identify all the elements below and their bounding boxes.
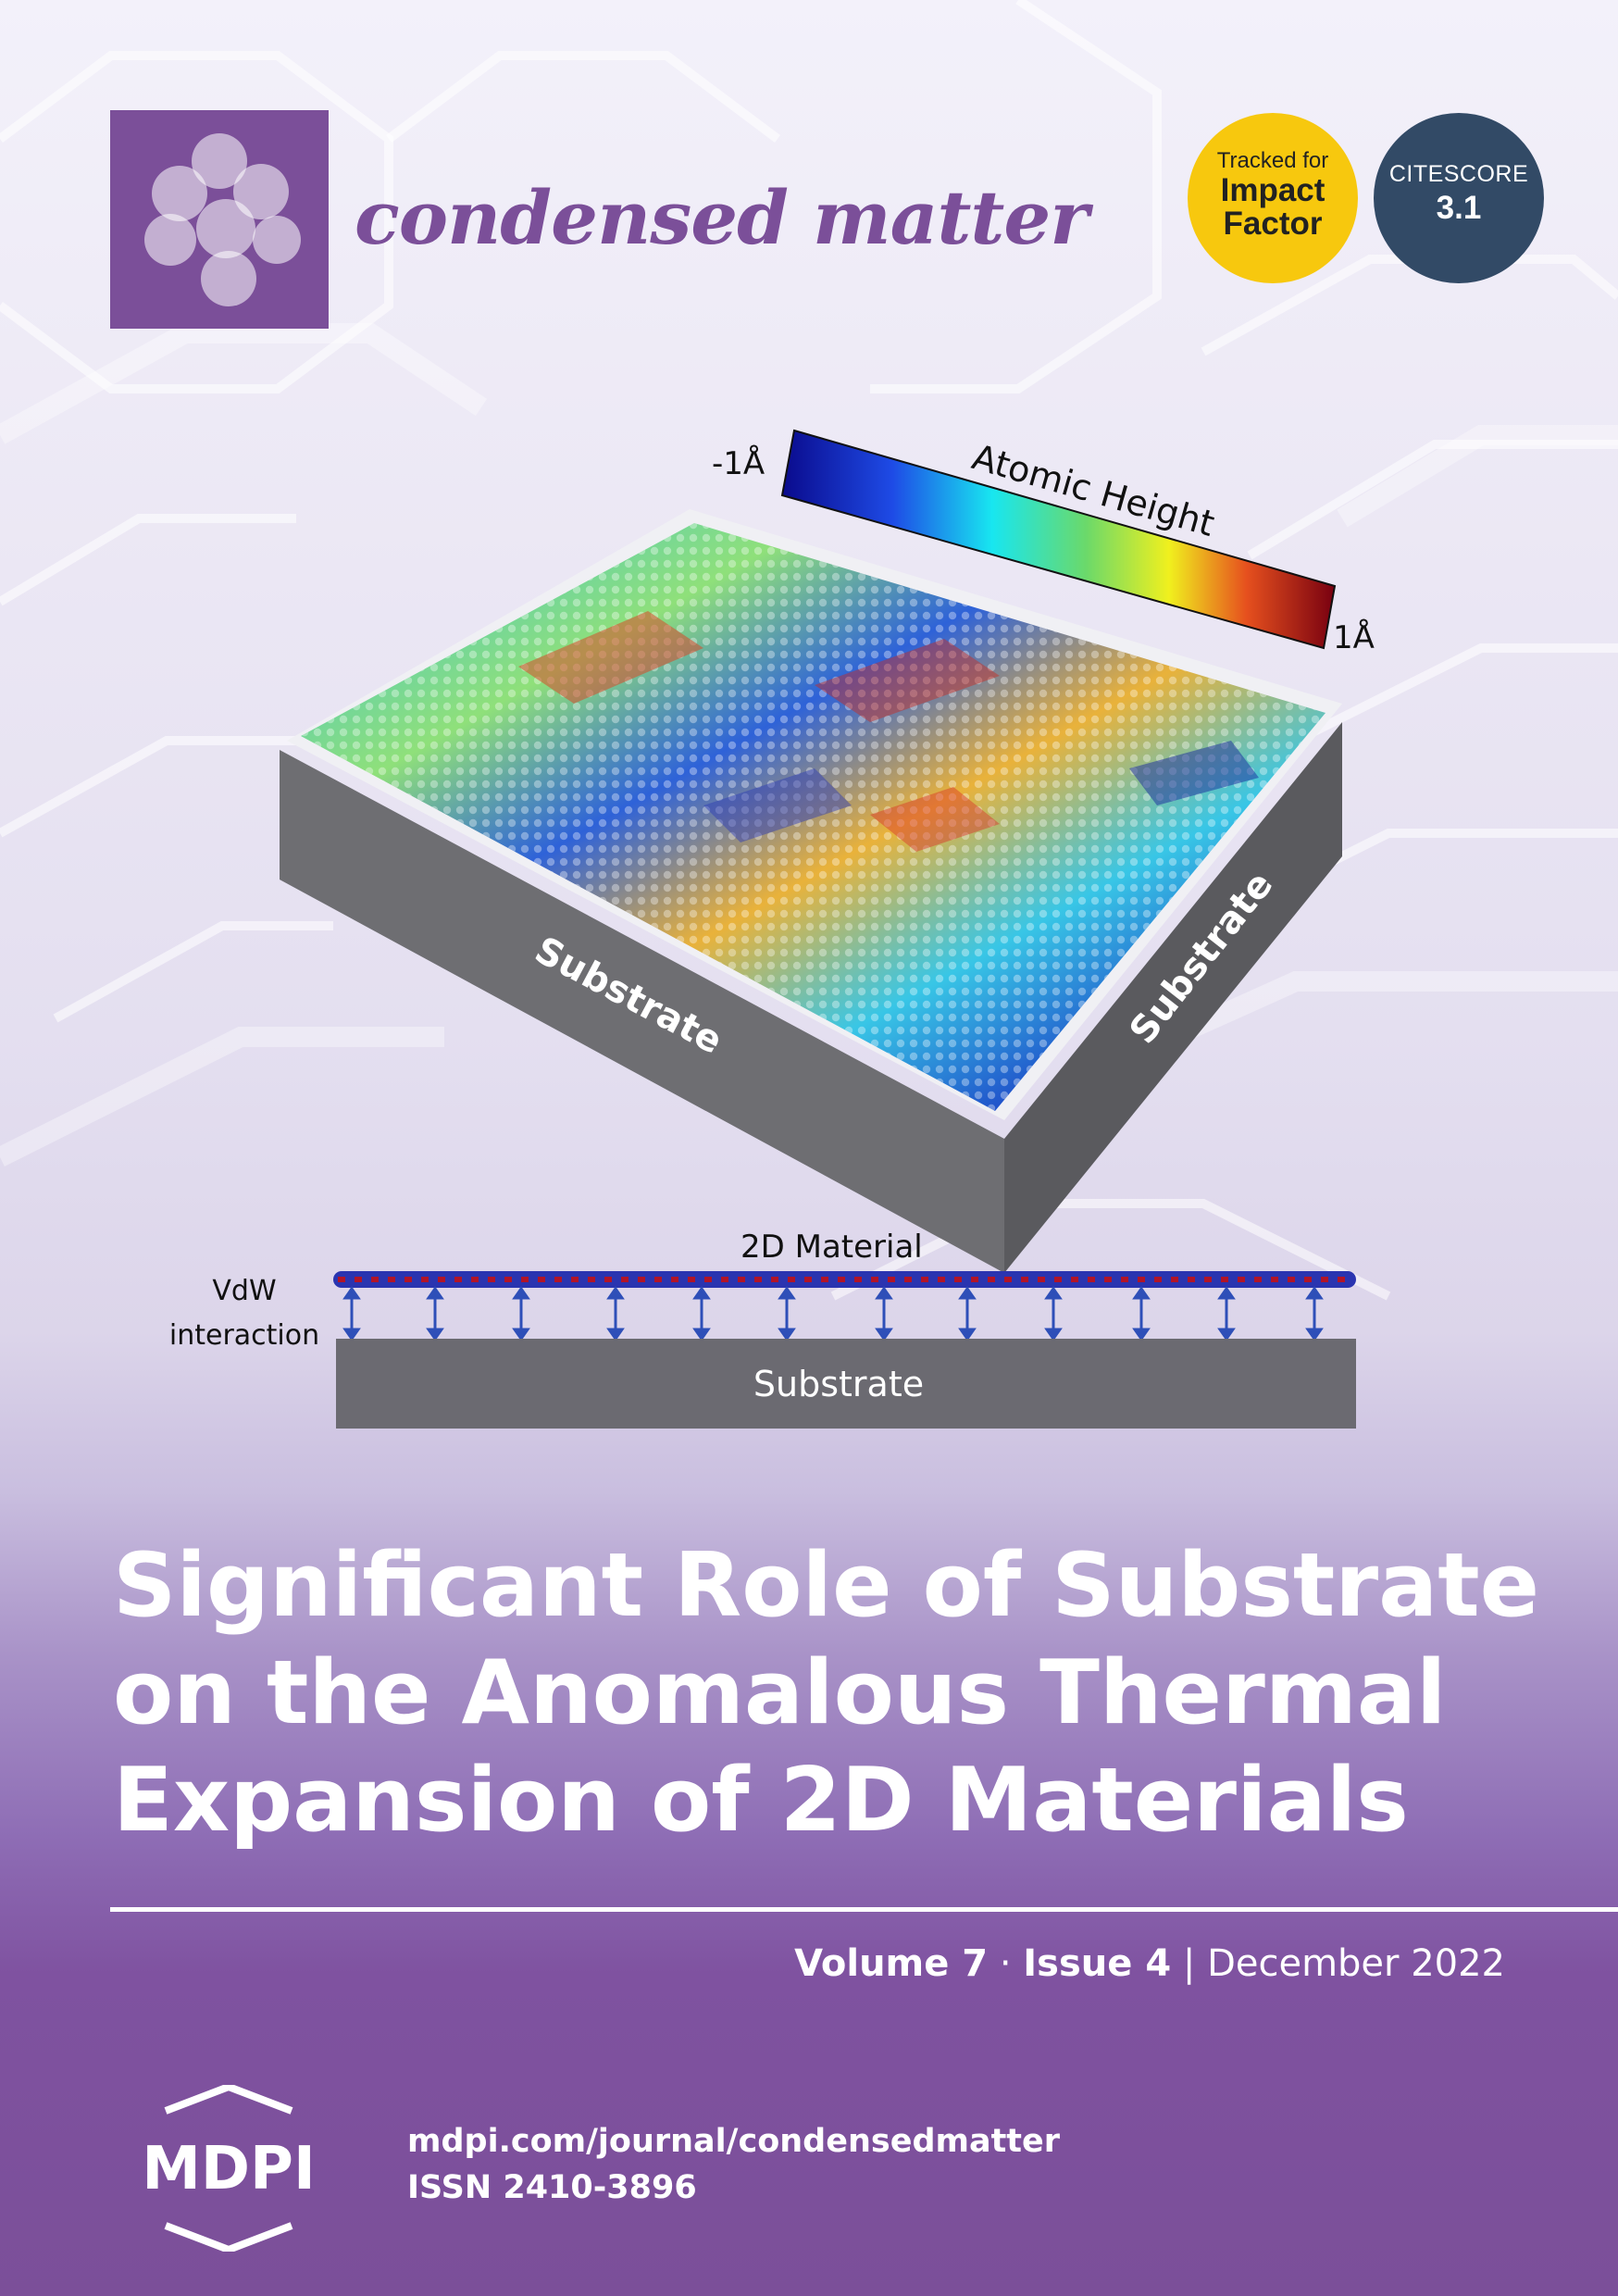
issue-text: Issue 4 <box>1023 1942 1172 1985</box>
vdw-arrows <box>342 1286 1324 1341</box>
substrate-slab <box>336 1339 1356 1429</box>
interaction-label: interaction <box>169 1319 319 1352</box>
title-line: on the Anomalous Thermal <box>113 1642 1447 1744</box>
factor-text: Factor <box>1223 206 1323 242</box>
scale-max-label: 1Å <box>1333 618 1375 656</box>
impact-text: Impact <box>1220 172 1326 208</box>
title-line: Expansion of 2D Materials <box>113 1750 1409 1852</box>
cover-figure: -1Å 1Å Atomic Height Substrate Substrate… <box>169 429 1375 1429</box>
mdpi-hexagon-bottom <box>164 2222 293 2252</box>
citescore-label: CITESCORE <box>1388 161 1529 187</box>
issn-text: ISSN 2410-3896 <box>407 2169 697 2206</box>
volume-text: Volume 7 <box>794 1942 989 1985</box>
date-text: December 2022 <box>1207 1942 1505 1985</box>
mdpi-hexagon-top <box>164 2085 293 2115</box>
separator-dot: · <box>988 1942 1024 1985</box>
citescore-value: 3.1 <box>1436 190 1482 226</box>
scale-min-label: -1Å <box>712 444 765 482</box>
material-label: 2D Material <box>741 1229 923 1266</box>
impact-tracked-text: Tracked for <box>1216 148 1329 173</box>
vdw-label: VdW <box>212 1275 276 1307</box>
issue-info: Volume 7 · Issue 4 | December 2022 <box>794 1942 1505 1985</box>
separator-bar: | <box>1171 1942 1208 1985</box>
journal-name: condensed matter <box>355 174 1089 261</box>
logo-spheres-icon <box>144 133 301 306</box>
2d-material-chain <box>333 1271 1356 1288</box>
citescore-badge: CITESCORE 3.1 <box>1374 113 1544 283</box>
journal-url[interactable]: mdpi.com/journal/condensedmatter <box>407 2123 1061 2160</box>
substrate-slab-label: Substrate <box>753 1364 924 1404</box>
mdpi-logo-text: MDPI <box>142 2135 316 2203</box>
title-line: Significant Role of Substrate <box>113 1535 1540 1637</box>
substrate-block <box>280 509 1342 1273</box>
title-divider <box>110 1907 1618 1912</box>
mdpi-logo: MDPI <box>142 2085 316 2252</box>
impact-factor-badge: Tracked for Impact Factor <box>1188 113 1358 283</box>
article-title: Significant Role of Substrate on the Ano… <box>113 1532 1557 1854</box>
atomic-height-colorbar <box>780 429 1337 650</box>
journal-logo <box>110 110 329 329</box>
